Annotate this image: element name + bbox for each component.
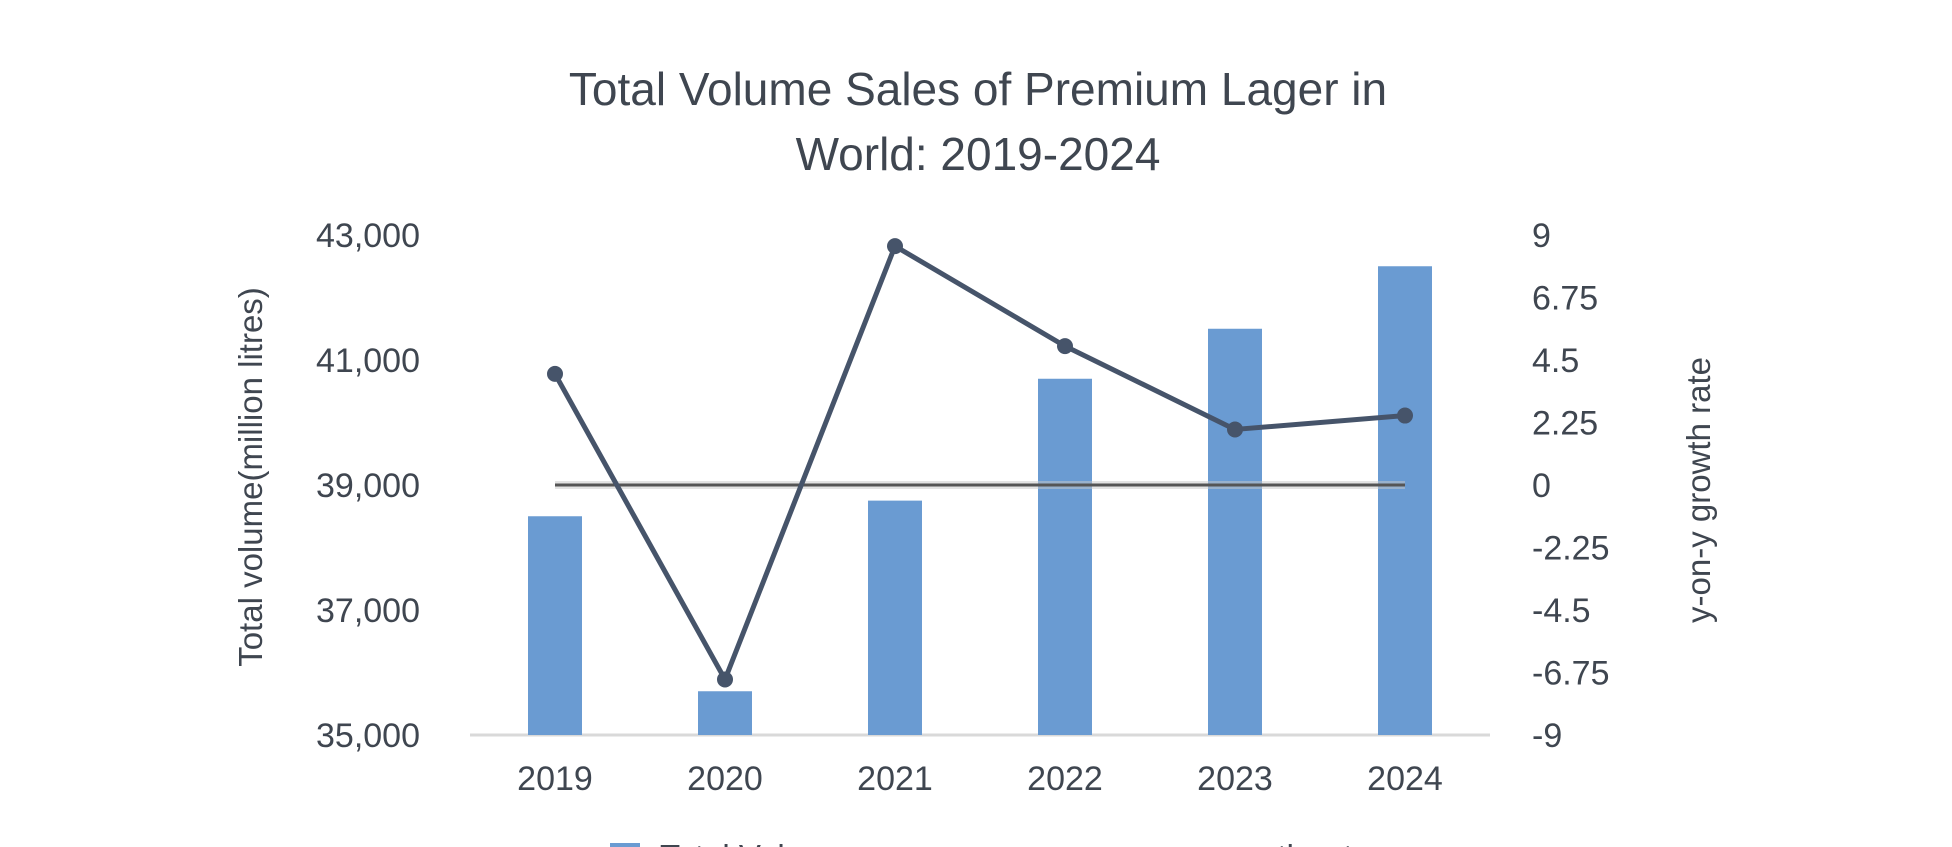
right-axis-tick-label: -2.25 <box>1532 530 1610 568</box>
right-axis-tick-label: -6.75 <box>1532 655 1610 693</box>
growth-line-series <box>547 238 1413 688</box>
growth-point-2020 <box>717 671 733 688</box>
right-axis-tick-label: 2.25 <box>1532 405 1598 443</box>
bar-2020 <box>698 691 752 735</box>
right-axis-tick-label: -9 <box>1532 717 1562 755</box>
left-axis-ticks: 35,000 37,000 39,000 41,000 43,000 <box>316 217 420 755</box>
bar-2021 <box>868 500 922 735</box>
left-axis-title: Total volume(million litres) <box>232 287 269 667</box>
growth-point-2023 <box>1227 421 1243 438</box>
right-axis-tick-label: 0 <box>1532 467 1551 505</box>
growth-point-2021 <box>887 238 903 255</box>
growth-point-2022 <box>1057 338 1073 355</box>
chart-title: Total Volume Sales of Premium Lager in W… <box>569 63 1387 180</box>
right-axis-tick-label: 4.5 <box>1532 342 1579 380</box>
x-axis-label: 2023 <box>1197 760 1273 798</box>
bar-2019 <box>528 516 582 735</box>
growth-line <box>552 243 1406 682</box>
x-axis-label: 2024 <box>1367 760 1443 798</box>
left-axis-tick-label: 39,000 <box>316 467 420 505</box>
left-axis-tick-label: 41,000 <box>316 342 420 380</box>
right-axis-tick-label: -4.5 <box>1532 592 1591 630</box>
legend: Total Volume y-on-y growth rate <box>610 838 1371 847</box>
right-axis-ticks: -9 -6.75 -4.5 -2.25 0 2.25 4.5 6.75 9 <box>1532 217 1610 755</box>
chart-title-line-1: Total Volume Sales of Premium Lager in <box>569 63 1387 115</box>
right-axis-tick-label: 9 <box>1532 217 1551 255</box>
left-axis-tick-label: 37,000 <box>316 592 420 630</box>
right-axis-title: y-on-y growth rate <box>1680 357 1717 623</box>
right-axis-tick-label: 6.75 <box>1532 280 1598 318</box>
legend-swatch-bar <box>610 843 640 847</box>
x-axis-label: 2019 <box>517 760 593 798</box>
left-axis-tick-label: 35,000 <box>316 717 420 755</box>
x-axis-labels: 2019 2020 2021 2022 2023 2024 <box>517 760 1443 798</box>
chart-title-line-2: World: 2019-2024 <box>796 128 1161 180</box>
bar-series <box>528 266 1432 735</box>
x-axis-label: 2022 <box>1027 760 1103 798</box>
bar-2023 <box>1208 328 1262 735</box>
legend-label-bar: Total Volume <box>660 838 849 847</box>
left-axis-tick-label: 43,000 <box>316 217 420 255</box>
x-axis-label: 2020 <box>687 760 763 798</box>
x-axis-label: 2021 <box>857 760 933 798</box>
bar-2024 <box>1378 266 1432 735</box>
bar-2022 <box>1038 378 1092 735</box>
growth-point-2019 <box>547 365 563 382</box>
growth-point-2024 <box>1397 407 1413 424</box>
legend-label-line: y-on-y growth rate <box>1105 838 1371 847</box>
